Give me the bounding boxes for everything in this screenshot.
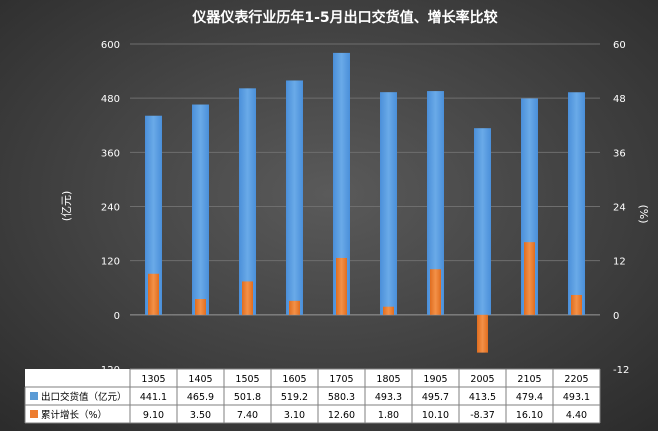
category-label: 1905	[423, 374, 447, 385]
legend-label: 累计增长（%）	[41, 409, 107, 421]
bar-export-value	[427, 91, 444, 315]
left-tick-label: 0	[114, 311, 120, 322]
bar-growth	[430, 269, 441, 315]
left-axis-label: (亿元)	[60, 191, 73, 222]
left-tick-label: 240	[101, 203, 120, 214]
right-axis-label: (%)	[637, 204, 650, 223]
category-label: 1805	[376, 374, 400, 385]
bar-growth	[195, 299, 206, 315]
bar-growth	[242, 281, 253, 315]
left-tick-label: 480	[101, 94, 120, 105]
bar-growth	[383, 306, 394, 315]
data-label: 3.10	[284, 410, 305, 421]
bar-export-value	[192, 104, 209, 315]
category-label: 1605	[282, 374, 306, 385]
category-label: 1505	[235, 374, 259, 385]
right-tick-label: 60	[613, 40, 626, 51]
category-label: 1305	[141, 374, 165, 385]
data-label: 501.8	[234, 392, 261, 403]
bar-growth	[524, 242, 535, 315]
bar-export-value	[145, 115, 162, 315]
right-tick-label: 0	[613, 311, 619, 322]
category-label: 2205	[564, 374, 588, 385]
data-label: 10.10	[422, 410, 449, 421]
bar-growth	[289, 300, 300, 315]
data-label: 9.10	[143, 410, 164, 421]
bar-growth	[336, 257, 347, 315]
right-tick-label: 48	[613, 94, 626, 105]
data-label: 7.40	[237, 410, 258, 421]
bar-growth	[148, 273, 159, 315]
data-table-bg	[25, 369, 600, 423]
data-label: 465.9	[187, 392, 214, 403]
bar-export-value	[568, 92, 585, 315]
data-label: 441.1	[140, 392, 167, 403]
data-label: 1.80	[378, 410, 399, 421]
bar-growth	[571, 294, 582, 315]
left-tick-label: 360	[101, 148, 120, 159]
data-label: 413.5	[469, 392, 496, 403]
data-label: 495.7	[422, 392, 449, 403]
category-label: 1405	[188, 374, 212, 385]
bar-export-value	[239, 88, 256, 315]
category-label: 2105	[517, 374, 541, 385]
data-label: 519.2	[281, 392, 308, 403]
right-axis: -12 0 12 24 36 48 60	[613, 40, 629, 376]
legend-swatch	[30, 410, 38, 418]
left-tick-label: 600	[101, 40, 120, 51]
data-table: 1305 441.1 9.10 1405 465.9 3.50 1505 501.8 7.40 1…	[24, 368, 601, 424]
data-label: 580.3	[328, 392, 355, 403]
legend-swatch	[30, 392, 38, 400]
chart-title: 仪器仪表行业历年1-5月出口交货值、增长率比较	[191, 9, 497, 26]
right-tick-label: -12	[613, 365, 629, 376]
data-label: 16.10	[516, 410, 543, 421]
category-label: 1705	[329, 374, 353, 385]
data-label: 493.3	[375, 392, 402, 403]
bar-export-value	[286, 80, 303, 315]
bar-export-value	[474, 128, 491, 315]
legend-label: 出口交货值（亿元）	[41, 391, 127, 403]
bars	[145, 52, 585, 353]
right-tick-label: 12	[613, 257, 626, 268]
data-label: -8.37	[470, 410, 495, 421]
data-label: 479.4	[516, 392, 543, 403]
right-tick-label: 36	[613, 148, 626, 159]
bar-export-value	[333, 52, 350, 315]
data-label: 493.1	[563, 392, 590, 403]
data-label: 4.40	[566, 410, 587, 421]
data-label: 3.50	[190, 410, 211, 421]
bar-export-value	[380, 92, 397, 315]
right-tick-label: 24	[613, 203, 626, 214]
category-label: 2005	[470, 374, 494, 385]
left-tick-label: 120	[101, 257, 120, 268]
data-label: 12.60	[328, 410, 355, 421]
bar-growth	[477, 314, 488, 353]
